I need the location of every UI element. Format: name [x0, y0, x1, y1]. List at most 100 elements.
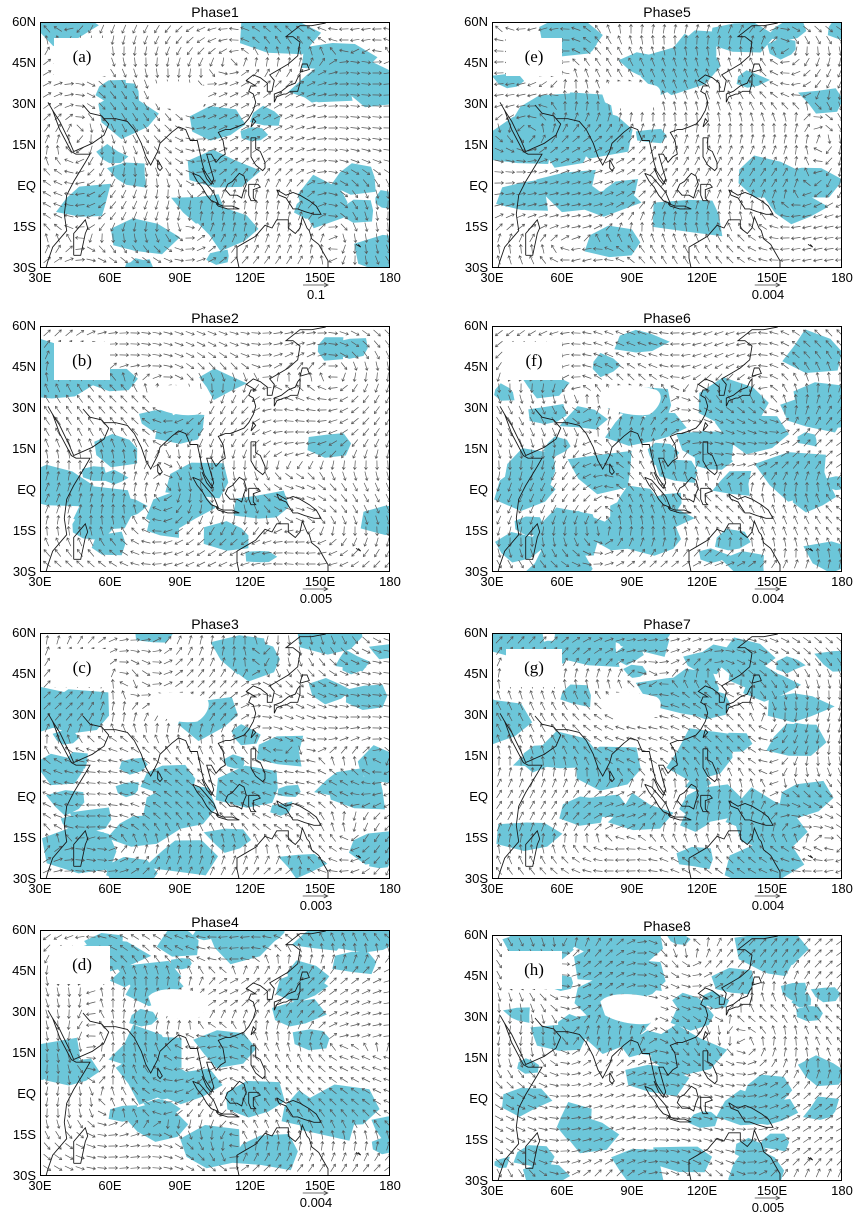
wind-arrow [825, 516, 833, 524]
panel-title: Phase2 [191, 310, 239, 326]
wind-arrow [747, 452, 758, 456]
wind-arrow [837, 723, 841, 733]
wind-arrow [639, 493, 645, 503]
wind-arrow [604, 813, 614, 818]
wind-arrow [705, 178, 711, 188]
wind-arrow [45, 976, 50, 987]
wind-arrow [44, 372, 49, 382]
wind-arrow [626, 352, 636, 358]
shade-area [514, 516, 544, 536]
coastlines [497, 23, 814, 267]
wind-arrow [803, 450, 811, 458]
wind-arrow [262, 363, 273, 368]
wind-arrow [142, 944, 150, 952]
wind-arrow [736, 659, 746, 665]
wind-arrow [793, 393, 798, 404]
wind-arrow [750, 35, 755, 45]
wind-arrow [648, 637, 659, 642]
y-tick-label: 30S [12, 260, 36, 275]
wind-arrow [220, 515, 225, 525]
wind-arrow [98, 636, 107, 643]
wind-arrow [593, 191, 603, 196]
wind-arrow [108, 758, 118, 763]
wind-arrow [284, 791, 294, 796]
wind-arrow [669, 364, 680, 368]
wind-arrow [659, 736, 669, 741]
wind-arrow [240, 353, 250, 358]
wind-arrow [339, 682, 349, 687]
wind-arrow [196, 257, 206, 262]
wind-arrow [99, 1009, 105, 1019]
wind-arrow [352, 494, 358, 503]
coastline [45, 102, 91, 267]
wind-arrow [519, 832, 524, 843]
coastline [201, 23, 326, 186]
wind-arrow [780, 803, 791, 808]
wind-arrow [625, 847, 636, 851]
wind-arrow [75, 170, 85, 175]
wind-arrow [706, 667, 710, 678]
wind-arrow [209, 745, 215, 755]
wind-arrow [738, 156, 744, 166]
wind-arrow [573, 756, 578, 766]
wind-arrow [163, 518, 173, 523]
wind-arrow [177, 723, 182, 733]
wind-arrow [241, 168, 249, 176]
wind-arrow [615, 191, 625, 197]
wind-arrow [339, 48, 349, 53]
wind-arrow [658, 682, 669, 686]
wind-arrow [272, 540, 283, 545]
coastline [248, 794, 262, 813]
wind-arrow [783, 145, 788, 155]
wind-arrow [341, 244, 346, 254]
wind-arrow [648, 660, 659, 664]
wind-arrow [142, 954, 149, 963]
wind-arrow [119, 813, 129, 818]
wind-arrow [781, 373, 789, 381]
wind-arrow [176, 965, 181, 975]
wind-arrow [791, 824, 801, 829]
wind-arrow [835, 859, 841, 863]
wind-arrow [240, 769, 249, 775]
wind-arrow [714, 659, 725, 664]
wind-arrow [328, 235, 338, 241]
wind-arrow [66, 734, 71, 744]
wind-arrow [340, 494, 348, 502]
wind-arrow [385, 429, 389, 437]
wind-arrow [340, 768, 348, 776]
y-tick-label: 15S [12, 830, 36, 845]
coastline [104, 729, 215, 796]
wind-arrow [64, 103, 74, 108]
wind-arrow [329, 670, 338, 676]
wind-arrow [648, 363, 658, 369]
wind-arrow [659, 857, 669, 862]
wind-arrow [119, 934, 129, 940]
wind-arrow [53, 868, 63, 873]
wind-arrow [549, 169, 559, 174]
wind-arrow [615, 257, 625, 263]
wind-arrow [298, 865, 302, 876]
wind-arrow [218, 114, 228, 120]
wind-arrow [374, 549, 380, 558]
wind-arrow [361, 648, 371, 654]
wind-arrow [770, 812, 778, 820]
wind-arrow [593, 736, 602, 742]
wind-arrow [154, 200, 159, 210]
wind-arrow [541, 778, 546, 788]
wind-arrow [110, 102, 117, 111]
wind-arrow [802, 81, 811, 87]
wind-arrow [251, 353, 261, 358]
wind-arrow [274, 168, 282, 176]
wind-arrow [760, 46, 765, 56]
wind-arrow [804, 668, 810, 678]
wind-arrow [208, 757, 216, 765]
wind-arrow [604, 451, 614, 457]
wind-arrow [383, 782, 389, 786]
coastline [157, 770, 163, 783]
wind-arrow [165, 855, 171, 865]
wind-arrow [121, 79, 127, 89]
wind-arrow [195, 934, 206, 939]
wind-arrow [596, 100, 600, 111]
wind-arrow [329, 988, 338, 995]
wind-arrow [142, 257, 151, 264]
